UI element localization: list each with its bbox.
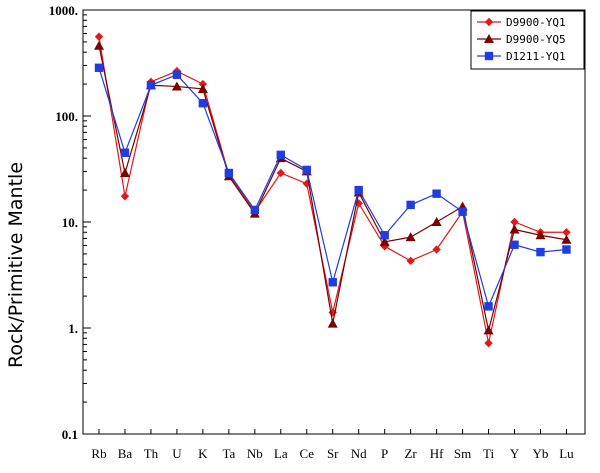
legend: D9900-YQ1 D9900-YQ5 D1211-YQ1 <box>470 10 585 70</box>
data-point-d9900-yq1-zr <box>406 256 415 266</box>
data-point-d9900-yq5-yb <box>535 230 546 240</box>
data-point-d1211-yq1-u <box>172 70 182 79</box>
data-point-d1211-yq1-sm <box>458 207 467 216</box>
y-axis-title: Rock/Primitive Mantle <box>5 162 27 368</box>
x-tick-label-ti: Ti <box>483 446 494 461</box>
data-point-d1211-yq1-la <box>276 150 285 160</box>
data-point-d1211-yq1-zr <box>406 200 415 210</box>
data-point-d1211-yq1-ta <box>224 168 234 178</box>
data-point-d1211-yq1-rb <box>94 63 104 72</box>
data-point-d1211-yq1-sr <box>328 278 337 287</box>
x-tick-label-p: P <box>381 446 388 461</box>
data-point-d1211-yq1-hf <box>432 189 441 198</box>
legend-marker-d9900-yq1 <box>484 17 494 27</box>
x-tick-label-rb: Rb <box>91 446 106 461</box>
x-tick-label-nb: Nb <box>247 446 263 461</box>
data-point-d9900-yq5-ba <box>119 167 130 177</box>
data-point-d9900-yq5-rb <box>94 40 104 50</box>
x-tick-label-u: U <box>172 446 182 461</box>
data-point-d9900-yq5-y <box>509 224 520 234</box>
x-tick-label-la: La <box>274 446 288 461</box>
x-tick-label-lu: Lu <box>559 446 574 461</box>
x-tick-label-th: Th <box>144 446 159 461</box>
data-point-d1211-yq1-nd <box>354 185 363 195</box>
data-point-d9900-yq1-ba <box>120 192 130 201</box>
data-point-d9900-yq5-u <box>171 81 182 91</box>
x-tick-label-sm: Sm <box>454 446 471 461</box>
data-point-d1211-yq1-th <box>146 81 156 90</box>
legend-label-d9900-yq1: D9900-YQ1 <box>506 16 566 29</box>
x-tick-label-k: K <box>198 446 208 461</box>
data-point-d1211-yq1-p <box>380 231 389 240</box>
data-point-d9900-yq5-hf <box>431 217 442 226</box>
data-point-d1211-yq1-ba <box>120 148 130 157</box>
x-tick-label-yb: Yb <box>533 446 549 461</box>
y-tick-label: 0.1 <box>62 427 78 442</box>
y-tick-label: 100. <box>55 109 78 124</box>
x-tick-label-ta: Ta <box>222 446 235 461</box>
data-point-d9900-yq5-ti <box>483 325 494 335</box>
data-point-d9900-yq1-ti <box>484 338 493 348</box>
data-point-d9900-yq1-rb <box>94 32 104 41</box>
data-point-d1211-yq1-y <box>510 240 519 249</box>
y-tick-label: 1. <box>68 321 78 336</box>
data-point-d9900-yq5-k <box>197 83 208 93</box>
data-point-d1211-yq1-ti <box>484 302 493 311</box>
plot-area: 0.1 1. 10. 100. 1000. Rb Ba Th U K Ta Nb La Ce Sr Nd P Zr… <box>49 3 586 461</box>
data-point-d9900-yq1-lu <box>562 228 571 237</box>
data-point-d1211-yq1-yb <box>536 247 545 257</box>
legend-marker-d9900-yq5 <box>484 34 494 43</box>
data-point-d9900-yq5-p <box>379 236 390 246</box>
data-point-d1211-yq1-nb <box>250 205 260 215</box>
y-tick-label: 1000. <box>49 3 78 18</box>
x-tick-label-ce: Ce <box>300 446 315 461</box>
data-point-d1211-yq1-lu <box>562 245 571 254</box>
x-tick-label-sr: Sr <box>327 446 339 461</box>
x-tick-label-nd: Nd <box>351 446 367 461</box>
data-point-d9900-yq1-la <box>276 168 285 178</box>
data-point-d9900-yq5-lu <box>561 234 572 244</box>
data-point-d1211-yq1-ce <box>302 165 311 175</box>
x-tick-label-hf: Hf <box>430 446 444 461</box>
legend-label-d1211-yq1: D1211-YQ1 <box>506 50 566 63</box>
data-point-d9900-yq1-hf <box>432 245 441 254</box>
data-point-d9900-yq5-zr <box>405 232 416 242</box>
data-point-d1211-yq1-k <box>198 99 208 108</box>
legend-label-d9900-yq5: D9900-YQ5 <box>506 33 566 46</box>
x-tick-label-zr: Zr <box>404 446 417 461</box>
data-point-d9900-yq5-sr <box>327 318 338 328</box>
data-point-d9900-yq1-y <box>510 217 519 227</box>
y-tick-label: 10. <box>62 215 78 230</box>
legend-marker-d1211-yq1 <box>484 51 494 61</box>
x-tick-label-y: Y <box>510 446 520 461</box>
x-tick-label-ba: Ba <box>118 446 133 461</box>
